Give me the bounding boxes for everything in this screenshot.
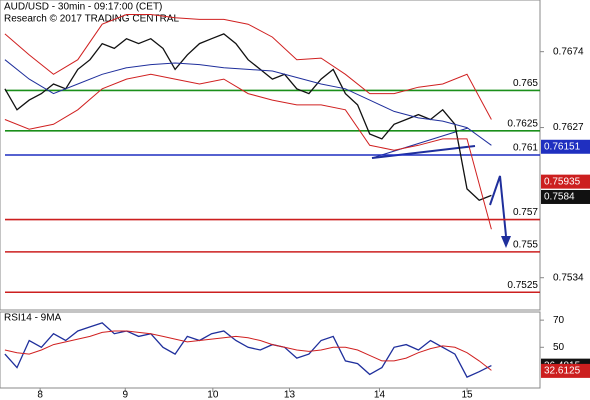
level-label: 0.7625 <box>507 118 538 129</box>
series-line <box>4 14 492 120</box>
x-tick-label: 8 <box>37 390 43 400</box>
forecast-arrowhead <box>501 236 511 248</box>
y-tick-label: 70 <box>553 315 565 326</box>
x-tick-label: 13 <box>284 390 296 400</box>
series-line <box>4 33 492 201</box>
y-tick-label: 0.7627 <box>553 122 584 133</box>
y-tick-label: 50 <box>553 342 565 353</box>
x-tick-label: 10 <box>207 390 219 400</box>
trend-line <box>371 145 476 159</box>
x-tick-label: 15 <box>461 390 473 400</box>
forecast-arrow <box>489 175 507 237</box>
price-tag-label: 0.76151 <box>544 141 581 152</box>
level-label: 0.7525 <box>507 280 538 291</box>
series-line <box>4 73 492 230</box>
series-line <box>4 59 492 146</box>
x-tick-label: 9 <box>122 390 128 400</box>
chart-title: AUD/USD - 30min - 09:17:00 (CET) <box>4 2 162 13</box>
price-tag-label: 0.75935 <box>544 176 581 187</box>
trend-line <box>371 127 469 159</box>
price-tag-label: 0.7584 <box>544 192 575 203</box>
level-label: 0.757 <box>513 207 538 218</box>
level-label: 0.765 <box>513 78 538 89</box>
level-label: 0.761 <box>513 143 538 154</box>
price-tag <box>541 189 590 204</box>
rsi-title: RSI14 - 9MA <box>4 313 62 324</box>
series-line <box>4 322 492 378</box>
price-tag-label: 32.6125 <box>544 366 581 377</box>
series-line <box>4 330 492 371</box>
level-label: 0.755 <box>513 240 538 251</box>
x-tick-label: 14 <box>374 390 386 400</box>
rsi-panel <box>0 311 541 389</box>
price-tag <box>541 174 590 189</box>
y-tick-label: 0.7674 <box>553 46 584 57</box>
price-tag <box>541 139 590 154</box>
price-tag <box>541 363 590 378</box>
chart-subtitle: Research © 2017 TRADING CENTRAL <box>4 14 179 25</box>
y-tick-label: 0.7534 <box>553 272 584 283</box>
